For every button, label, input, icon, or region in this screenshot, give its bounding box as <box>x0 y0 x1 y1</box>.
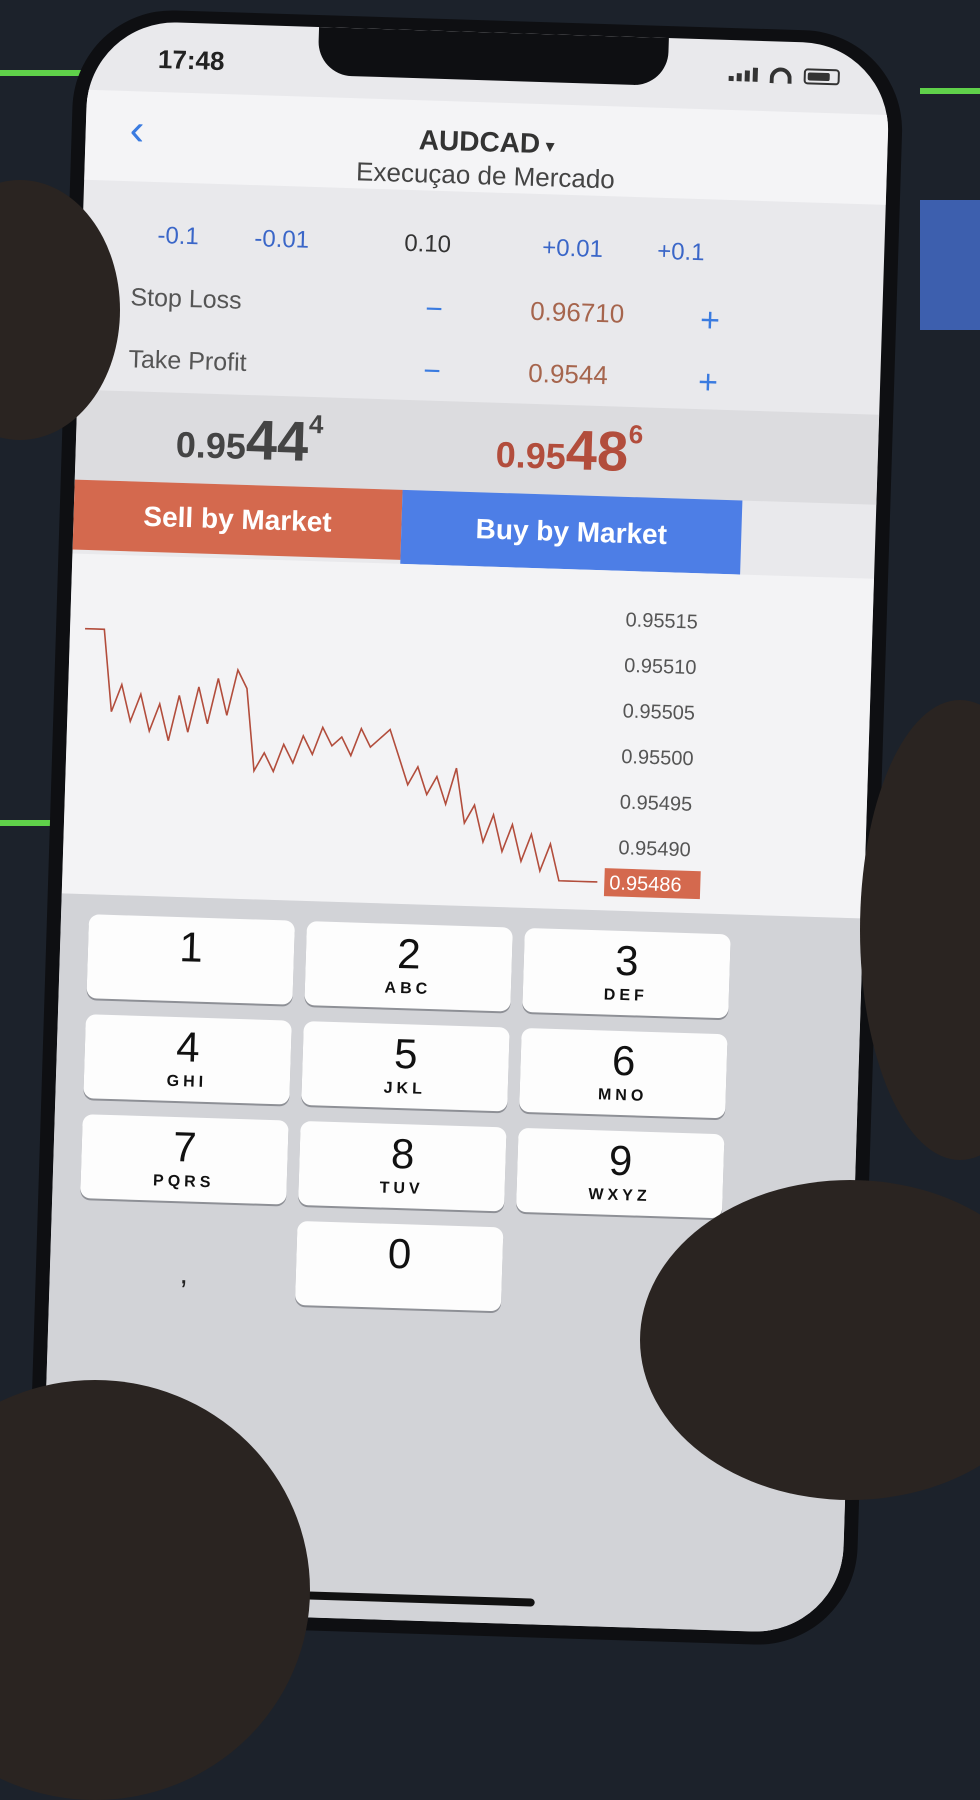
key-digit: 7 <box>172 1123 198 1171</box>
background-monitor-line <box>0 820 70 826</box>
key-letters: DEF <box>603 986 649 1005</box>
key-letters: WXYZ <box>588 1186 651 1206</box>
key-5[interactable]: 5 JKL <box>301 1021 510 1112</box>
phone-frame: 17:48 ‹ AUDCAD ▾ Execuçao de Mercado -0.1… <box>24 7 906 1648</box>
home-indicator <box>284 1590 535 1607</box>
key-digit: 3 <box>614 936 640 985</box>
key-8[interactable]: 8 TUV <box>298 1120 507 1212</box>
battery-icon <box>803 68 840 86</box>
bid-fraction: 4 <box>308 408 324 440</box>
current-price-label: 0.95486 <box>609 872 682 896</box>
y-tick-label: 0.95510 <box>624 655 697 679</box>
key-letters: MNO <box>597 1086 648 1105</box>
comma-key[interactable]: , <box>179 1257 189 1291</box>
bid-prefix: 0.95 <box>175 423 247 467</box>
key-digit: 8 <box>390 1129 416 1178</box>
stop-loss-row: Stop Loss − 0.96710 + <box>79 282 882 357</box>
volume-plus-01-button[interactable]: +0.1 <box>656 237 705 267</box>
current-price-badge <box>603 868 701 900</box>
key-1[interactable]: 1 <box>86 914 295 1005</box>
key-letters: PQRS <box>152 1172 215 1192</box>
stop-loss-field[interactable]: 0.96710 <box>529 295 625 329</box>
key-7[interactable]: 7 PQRS <box>80 1114 289 1205</box>
status-icons <box>728 66 840 86</box>
y-tick-label: 0.95500 <box>621 746 694 770</box>
background-monitor-block <box>920 200 980 330</box>
take-profit-field[interactable]: 0.9544 <box>527 357 609 391</box>
background-monitor-line <box>0 70 150 76</box>
key-digit: 4 <box>175 1023 201 1071</box>
y-tick-label: 0.95495 <box>620 792 693 816</box>
wifi-icon <box>769 67 793 84</box>
chevron-down-icon: ▾ <box>545 137 555 156</box>
key-4[interactable]: 4 GHI <box>83 1014 292 1105</box>
key-letters: JKL <box>383 1079 427 1098</box>
take-profit-plus-button[interactable]: + <box>697 363 719 402</box>
stop-loss-label: Stop Loss <box>130 283 243 315</box>
key-digit: 9 <box>608 1136 634 1185</box>
phone-notch <box>317 27 669 86</box>
volume-minus-001-button[interactable]: -0.01 <box>253 225 310 254</box>
signal-icon <box>728 67 759 82</box>
key-9[interactable]: 9 WXYZ <box>515 1127 725 1219</box>
key-letters: GHI <box>166 1072 208 1092</box>
key-digit: 1 <box>178 923 204 971</box>
ask-price: 0.95486 <box>495 415 644 485</box>
stop-loss-minus-button[interactable]: − <box>424 292 444 327</box>
y-tick-label: 0.95490 <box>618 837 691 861</box>
bid-pips: 44 <box>245 407 310 473</box>
symbol-label: AUDCAD <box>418 124 541 160</box>
sell-by-market-button[interactable]: Sell by Market <box>72 479 403 560</box>
bid-price: 0.95444 <box>175 405 324 475</box>
take-profit-minus-button[interactable]: − <box>422 354 442 389</box>
key-letters: ABC <box>384 979 432 999</box>
key-6[interactable]: 6 MNO <box>519 1027 728 1119</box>
key-digit: 0 <box>387 1229 412 1278</box>
finger <box>640 1180 980 1500</box>
buy-by-market-button[interactable]: Buy by Market <box>400 489 743 575</box>
volume-minus-01-button[interactable]: -0.1 <box>157 222 200 251</box>
tick-chart: 0.95515 0.95510 0.95505 0.95500 0.95495 0.954… <box>61 553 875 919</box>
volume-plus-001-button[interactable]: +0.01 <box>541 234 604 264</box>
ask-fraction: 6 <box>628 418 644 450</box>
volume-stepper: -0.1 -0.01 0.10 +0.01 +0.1 <box>82 220 885 285</box>
status-time: 17:48 <box>157 43 225 77</box>
stop-loss-plus-button[interactable]: + <box>699 301 721 340</box>
ask-prefix: 0.95 <box>495 433 567 477</box>
volume-value[interactable]: 0.10 <box>403 229 452 259</box>
tick-chart-svg: 0.95515 0.95510 0.95505 0.95500 0.95495 0.954… <box>85 609 701 900</box>
key-digit: 6 <box>611 1036 637 1085</box>
key-0[interactable]: 0 <box>294 1220 504 1312</box>
key-digit: 5 <box>393 1029 419 1078</box>
ask-pips: 48 <box>565 418 630 483</box>
app-screen: 17:48 ‹ AUDCAD ▾ Execuçao de Mercado -0.1… <box>39 19 891 1635</box>
key-digit: 2 <box>396 929 422 978</box>
y-tick-label: 0.95505 <box>622 700 695 724</box>
background-monitor-line <box>920 88 980 94</box>
price-line <box>85 627 598 883</box>
key-3[interactable]: 3 DEF <box>522 927 731 1019</box>
key-letters: TUV <box>379 1179 424 1198</box>
take-profit-label: Take Profit <box>128 345 248 377</box>
key-2[interactable]: 2 ABC <box>304 921 513 1012</box>
y-tick-label: 0.95515 <box>625 609 698 633</box>
